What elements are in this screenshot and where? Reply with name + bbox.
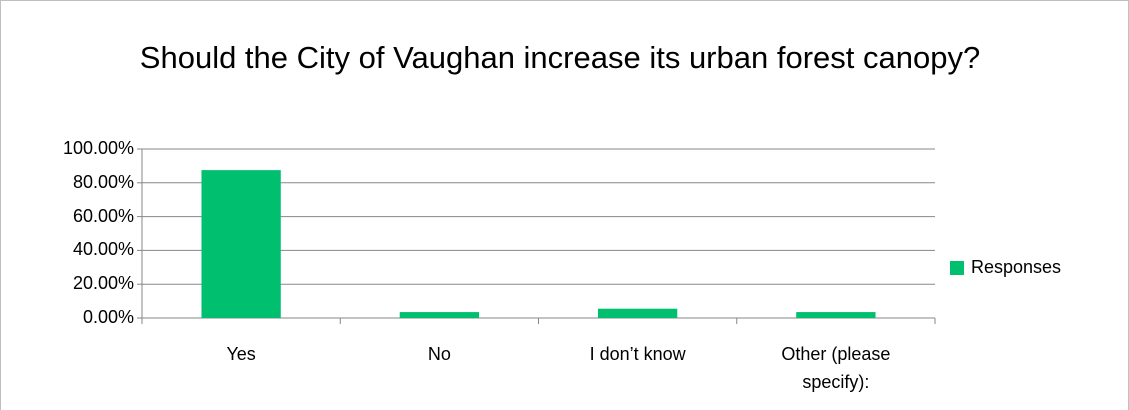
y-tick-label: 0.00%: [82, 307, 134, 327]
legend-label: Responses: [971, 257, 1062, 277]
bar: [399, 312, 480, 318]
x-tick-label: Other (please specify):: [781, 344, 891, 392]
x-tick-label: Yes: [226, 344, 256, 364]
bar: [201, 170, 281, 318]
y-tick-label: 20.00%: [72, 273, 134, 294]
y-tick-label: 40.00%: [72, 239, 134, 260]
chart-title: Should the City of Vaughan increase its …: [139, 40, 981, 75]
x-tick-label: No: [427, 344, 451, 364]
legend-swatch: [950, 261, 964, 275]
y-tick-label: 60.00%: [72, 205, 134, 226]
bar: [796, 312, 876, 318]
y-tick-label: 80.00%: [72, 171, 134, 192]
y-tick-label: 100.00%: [62, 138, 134, 158]
x-tick-label: I don’t know: [589, 344, 686, 364]
bar: [597, 308, 678, 318]
